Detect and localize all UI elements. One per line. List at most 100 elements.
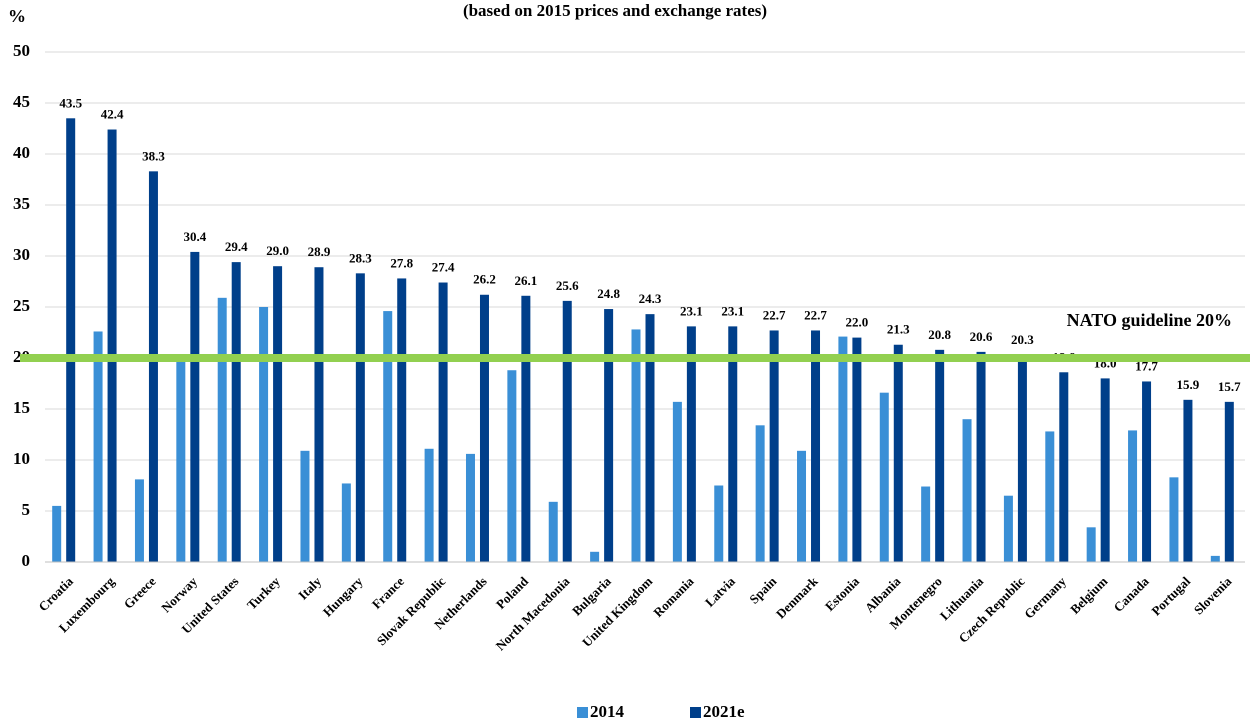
bar [672,401,682,562]
data-label: 26.1 [514,273,537,288]
bar [107,129,117,562]
data-label: 38.3 [142,148,165,163]
bar [686,326,696,562]
x-tick-label: Greece [121,573,159,611]
bar [921,486,931,562]
data-label: 24.8 [597,286,620,301]
x-tick-label: France [369,573,407,611]
legend-swatch [577,707,588,718]
x-tick-label: Belgium [1067,574,1110,617]
x-tick-label: Slovenia [1191,573,1235,617]
bar [438,282,448,562]
bar [52,505,62,562]
y-axis-label: % [8,6,26,26]
data-label: 22.7 [804,307,827,322]
bar [300,450,310,562]
y-tick-label: 5 [22,500,31,519]
bar [631,329,641,562]
bar [797,450,807,562]
bar [604,309,614,562]
bar [383,311,393,562]
bar [962,419,972,562]
legend-swatch [690,707,701,718]
bar [1045,431,1055,562]
bar [769,330,779,562]
data-label: 29.0 [266,243,289,258]
legend-label: 2021e [703,702,745,721]
data-label: 21.3 [887,322,910,337]
bar [521,295,531,562]
y-tick-label: 50 [13,41,30,60]
x-tick-label: Portugal [1148,573,1193,618]
x-tick-label: Denmark [773,573,821,621]
bar [1059,372,1069,562]
bar [1017,354,1027,562]
bar [1100,378,1110,562]
bar [397,278,407,562]
y-tick-label: 15 [13,398,30,417]
x-tick-label: North Macedonia [493,573,573,653]
y-tick-label: 35 [13,194,30,213]
bar [1169,477,1179,562]
data-label: 23.1 [680,303,703,318]
bar [1210,555,1220,562]
bar [935,349,945,562]
bar [190,251,200,563]
bar [879,392,889,562]
bar [217,297,227,562]
y-tick-label: 45 [13,92,30,111]
y-tick-label: 25 [13,296,30,315]
bar [728,326,738,562]
data-label: 20.6 [970,329,993,344]
x-tick-label: Spain [746,573,780,607]
data-label: 22.0 [846,315,869,330]
bar [562,300,572,562]
bar [1128,430,1138,562]
chart-subtitle: (based on 2015 prices and exchange rates… [463,1,767,20]
bar [314,267,324,562]
bar [148,171,158,562]
bar [355,273,365,562]
y-tick-label: 10 [13,449,30,468]
data-label: 43.5 [59,95,82,110]
bar [465,453,475,562]
bar [507,370,517,562]
data-label: 29.4 [225,239,248,254]
bar [424,448,434,562]
x-tick-label: Canada [1111,573,1153,615]
bar [259,307,269,562]
data-label: 27.4 [432,260,455,275]
x-tick-label: Hungary [320,573,366,619]
bar [852,337,862,562]
bar [93,331,103,562]
bar [66,118,76,563]
bar [1003,495,1013,562]
bar [1142,381,1152,562]
y-tick-label: 0 [22,551,31,570]
y-tick-label: 30 [13,245,30,264]
y-tick-label: 40 [13,143,30,162]
data-label: 30.4 [183,229,206,244]
bar [590,551,600,562]
bar [976,351,986,562]
x-tick-label: Croatia [35,573,76,614]
bar [176,361,186,562]
data-label: 24.3 [639,291,662,306]
data-label: 27.8 [390,255,413,270]
reference-label: NATO guideline 20% [1067,310,1232,330]
bar [893,344,903,562]
bar [755,425,765,562]
x-tick-label: Germany [1021,573,1069,621]
data-label: 23.1 [721,303,744,318]
data-label: 15.9 [1177,377,1200,392]
bar [273,266,283,562]
x-tick-label: Romania [650,573,697,620]
bar [1086,527,1096,562]
data-label: 22.7 [763,307,786,322]
data-label: 17.7 [1135,358,1158,373]
bar [714,485,724,562]
x-tick-label: Estonia [822,573,863,614]
bar [645,314,655,562]
data-label: 42.4 [101,107,124,122]
